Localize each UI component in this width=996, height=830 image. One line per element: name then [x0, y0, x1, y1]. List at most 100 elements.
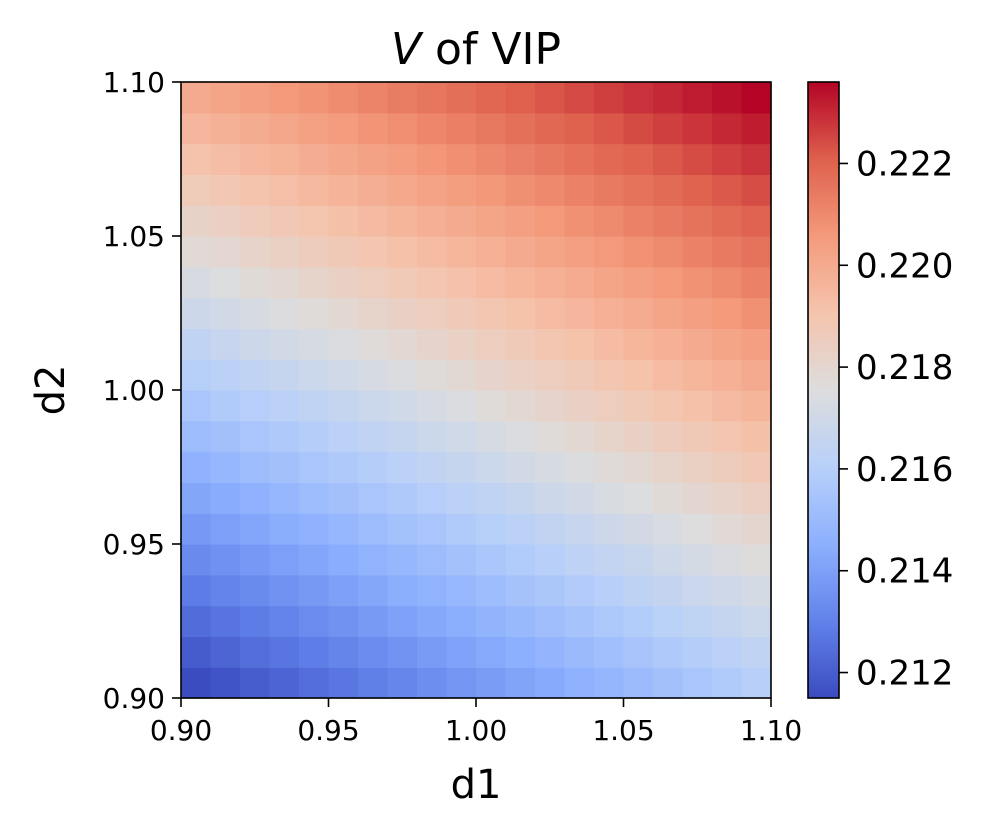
heatmap-cell	[358, 266, 389, 299]
heatmap-cell	[712, 266, 743, 299]
heatmap-cell	[181, 112, 212, 145]
heatmap-cell	[682, 112, 713, 145]
heatmap-cell	[653, 205, 684, 237]
heatmap-cell	[653, 420, 684, 453]
heatmap-cell	[623, 574, 654, 607]
heatmap-cell	[269, 420, 300, 453]
heatmap-cell	[299, 143, 330, 175]
heatmap-cell	[653, 544, 684, 576]
heatmap-cell	[446, 420, 477, 453]
heatmap-cell	[181, 266, 212, 299]
heatmap-cell	[653, 636, 684, 668]
heatmap-cell	[299, 667, 330, 699]
heatmap-cell	[210, 420, 241, 453]
colorbar-frame	[807, 81, 840, 699]
heatmap-cell	[299, 266, 330, 299]
x-tick-label: 1.10	[740, 714, 802, 747]
heatmap-cell	[269, 390, 300, 422]
heatmap-cell	[446, 82, 477, 114]
heatmap-cell	[299, 544, 330, 576]
heatmap-cell	[210, 390, 241, 422]
heatmap-cell	[269, 667, 300, 699]
heatmap-cell	[712, 513, 743, 545]
heatmap-cell	[210, 574, 241, 607]
heatmap-cell	[623, 451, 654, 483]
heatmap-cell	[387, 574, 418, 607]
heatmap-cell	[505, 667, 536, 699]
heatmap-cell	[741, 451, 772, 483]
heatmap-cell	[535, 390, 566, 422]
heatmap-cell	[299, 574, 330, 607]
heatmap-cell	[682, 513, 713, 545]
heatmap-cell	[417, 574, 448, 607]
heatmap-cell	[741, 667, 772, 699]
heatmap-cell	[653, 451, 684, 483]
heatmap-cell	[594, 112, 625, 145]
heatmap-cell	[682, 451, 713, 483]
heatmap-cell	[299, 390, 330, 422]
heatmap-cells	[181, 82, 772, 699]
heatmap-cell	[446, 451, 477, 483]
heatmap-cell	[269, 482, 300, 514]
heatmap-cell	[328, 667, 359, 699]
heatmap-cell	[594, 297, 625, 329]
heatmap-cell	[210, 667, 241, 699]
heatmap-cell	[299, 236, 330, 268]
heatmap-cell	[623, 544, 654, 576]
heatmap-cell	[594, 359, 625, 391]
heatmap-cell	[505, 636, 536, 668]
heatmap-cell	[446, 174, 477, 206]
heatmap-cell	[358, 143, 389, 175]
heatmap-cell	[476, 236, 507, 268]
heatmap-cell	[358, 667, 389, 699]
heatmap-cell	[417, 174, 448, 206]
heatmap-cell	[594, 482, 625, 514]
heatmap-cell	[741, 605, 772, 637]
heatmap-cell	[653, 513, 684, 545]
heatmap-cell	[476, 82, 507, 114]
heatmap-cell	[387, 359, 418, 391]
heatmap-cell	[505, 297, 536, 329]
heatmap-cell	[594, 205, 625, 237]
heatmap-cell	[594, 82, 625, 114]
heatmap-cell	[653, 236, 684, 268]
y-tick-label: 1.05	[103, 220, 165, 253]
heatmap-cell	[240, 544, 271, 576]
heatmap-cell	[417, 112, 448, 145]
heatmap-cell	[240, 328, 271, 360]
heatmap-cell	[446, 266, 477, 299]
heatmap-cell	[387, 544, 418, 576]
heatmap-cell	[446, 297, 477, 329]
heatmap-cell	[653, 482, 684, 514]
heatmap-cell	[417, 482, 448, 514]
heatmap-cell	[181, 82, 212, 114]
heatmap-cell	[505, 236, 536, 268]
heatmap-cell	[358, 574, 389, 607]
heatmap-cell	[269, 297, 300, 329]
heatmap-cell	[712, 205, 743, 237]
heatmap-cell	[712, 328, 743, 360]
title-variable: V	[391, 24, 424, 75]
heatmap-cell	[623, 328, 654, 360]
heatmap-cell	[623, 636, 654, 668]
heatmap-cell	[417, 636, 448, 668]
heatmap-cell	[712, 667, 743, 699]
heatmap-cell	[741, 112, 772, 145]
heatmap-cell	[387, 143, 418, 175]
heatmap-cell	[653, 328, 684, 360]
heatmap-cell	[358, 636, 389, 668]
heatmap-cell	[653, 112, 684, 145]
heatmap-cell	[181, 205, 212, 237]
heatmap-cell	[535, 328, 566, 360]
heatmap-cell	[210, 205, 241, 237]
heatmap-cell	[269, 328, 300, 360]
heatmap-cell	[741, 420, 772, 453]
heatmap-cell	[476, 143, 507, 175]
heatmap-cell	[446, 236, 477, 268]
heatmap-cell	[623, 482, 654, 514]
heatmap-cell	[240, 636, 271, 668]
heatmap-cell	[269, 266, 300, 299]
heatmap-cell	[623, 174, 654, 206]
heatmap-cell	[387, 667, 418, 699]
